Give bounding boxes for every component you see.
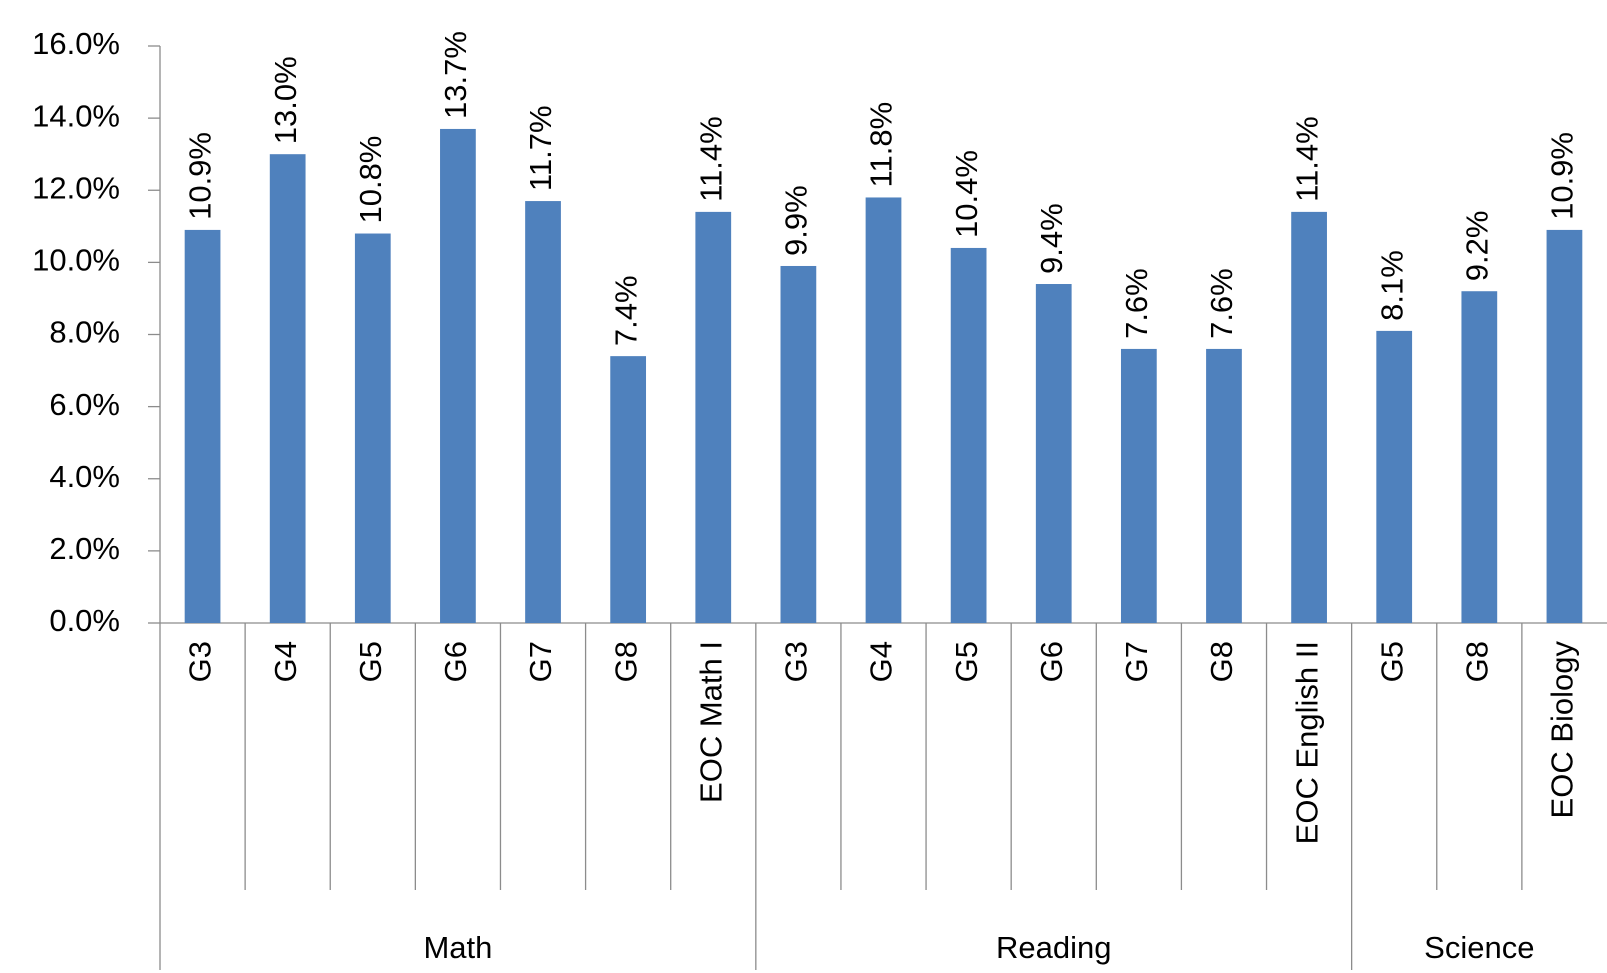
value-label: 11.8% (864, 102, 899, 188)
bar (1546, 229, 1583, 623)
bar (865, 197, 902, 623)
y-tick-label: 0.0% (49, 603, 120, 638)
group-label: Reading (996, 930, 1111, 965)
bar (269, 154, 306, 623)
x-tick-label: G6 (1034, 641, 1069, 682)
x-tick-label: G5 (949, 641, 984, 682)
x-tick-label: G8 (1204, 641, 1239, 682)
bar (950, 247, 987, 623)
y-tick-label: 2.0% (49, 531, 120, 566)
value-label: 13.7% (438, 31, 473, 119)
value-label: 7.6% (1204, 268, 1239, 339)
x-tick-label: G8 (1460, 641, 1495, 682)
bar (1035, 284, 1072, 623)
value-label: 10.8% (353, 136, 388, 224)
y-tick-label: 16.0% (32, 26, 120, 61)
bar (1376, 330, 1413, 623)
value-label: 8.1% (1374, 250, 1409, 321)
x-tick-label: G8 (608, 641, 643, 682)
bar (1291, 211, 1327, 623)
bar (440, 128, 476, 623)
x-tick-label: G6 (438, 641, 473, 682)
x-tick-label: EOC English II (1289, 641, 1324, 844)
value-label: 11.4% (693, 116, 728, 202)
x-tick-label: G4 (864, 641, 899, 682)
bar (1461, 291, 1498, 623)
value-label: 10.4% (949, 150, 984, 238)
y-tick-label: 14.0% (32, 98, 120, 133)
bar (1206, 348, 1242, 623)
value-label: 7.6% (1119, 268, 1154, 339)
value-label: 9.4% (1034, 203, 1069, 274)
group-label: Math (423, 930, 492, 965)
x-tick-label: EOC Math I (693, 641, 728, 803)
bar (525, 201, 561, 623)
value-label: 7.4% (608, 275, 643, 346)
value-label: 13.0% (268, 56, 303, 144)
value-label: 11.4% (1289, 116, 1324, 202)
bar (610, 356, 647, 623)
x-tick-label: EOC Biology (1545, 641, 1580, 819)
bar (1120, 348, 1157, 623)
x-tick-label: G3 (183, 641, 218, 682)
x-tick-label: G7 (523, 641, 558, 682)
bar (780, 265, 817, 623)
x-tick-label: G3 (779, 641, 814, 682)
y-tick-label: 6.0% (49, 387, 120, 422)
bar (184, 229, 221, 623)
y-tick-label: 8.0% (49, 315, 120, 350)
group-label: Science (1424, 930, 1534, 965)
value-label: 9.2% (1460, 211, 1495, 282)
value-label: 9.9% (779, 185, 814, 256)
x-tick-label: G5 (1374, 641, 1409, 682)
bar (695, 211, 732, 623)
x-tick-label: G5 (353, 641, 388, 682)
x-tick-label: G7 (1119, 641, 1154, 682)
y-tick-label: 12.0% (32, 170, 120, 205)
value-label: 10.9% (1545, 132, 1580, 220)
x-tick-label: G4 (268, 641, 303, 682)
bar (354, 233, 391, 623)
value-label: 11.7% (523, 105, 558, 191)
y-tick-label: 4.0% (49, 459, 120, 494)
y-tick-label: 10.0% (32, 243, 120, 278)
value-label: 10.9% (183, 132, 218, 220)
